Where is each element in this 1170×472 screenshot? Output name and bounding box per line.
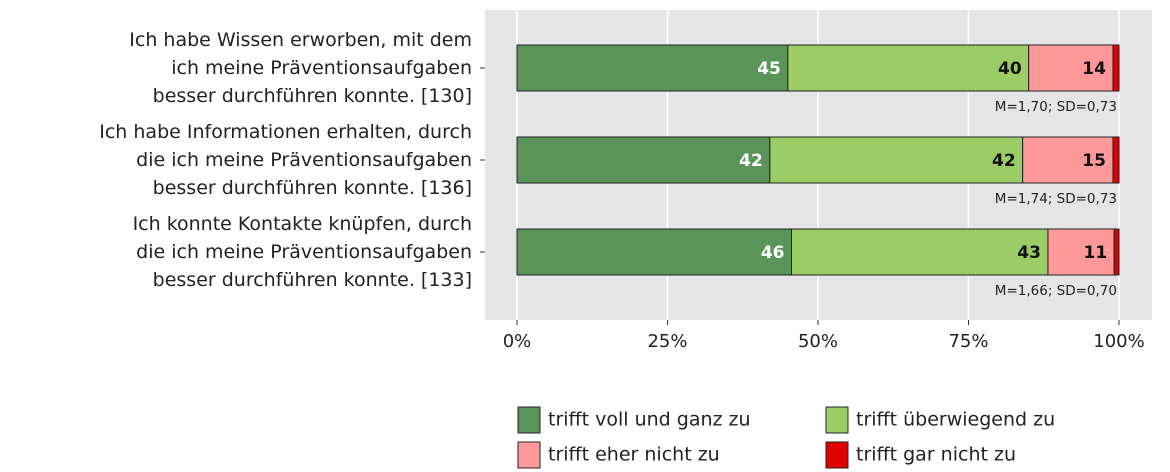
bar-segment — [791, 228, 1049, 276]
y-tick-label: Ich habe Informationen erhalten, durch di… — [99, 121, 472, 199]
legend-swatch — [517, 441, 541, 469]
y-tick-label-line: ich meine Präventionsaufgaben — [171, 57, 472, 79]
data-label: 40 — [998, 59, 1022, 79]
bar-segment — [1047, 228, 1115, 276]
legend-label: trifft überwiegend zu — [856, 409, 1055, 431]
data-label: 14 — [1082, 59, 1106, 79]
y-tick-label-line: Ich konnte Kontakte knüpfen, durch — [133, 213, 472, 235]
legend-label: trifft voll und ganz zu — [548, 409, 751, 431]
annotation: M=1,66; SD=0,70 — [995, 283, 1117, 299]
bar-segment — [516, 136, 771, 184]
bar-segment — [1112, 136, 1120, 184]
bar-segment — [769, 136, 1024, 184]
bar-segment — [1112, 44, 1120, 92]
x-tick-label: 50% — [798, 331, 838, 352]
data-label: 15 — [1082, 151, 1106, 171]
bar-segment — [516, 44, 789, 92]
data-label: 11 — [1084, 243, 1108, 263]
data-label: 43 — [1017, 243, 1041, 263]
y-tick-label: Ich konnte Kontakte knüpfen, durch die ic… — [133, 213, 472, 291]
y-tick-label-line: besser durchführen konnte. [133] — [153, 269, 472, 291]
legend-swatch — [825, 441, 849, 469]
annotation: M=1,70; SD=0,73 — [995, 99, 1117, 115]
data-label: 42 — [992, 151, 1016, 171]
legend-swatch — [825, 406, 849, 434]
bar-segment — [787, 44, 1030, 92]
y-tick-label-line: Ich habe Wissen erworben, mit dem — [129, 29, 472, 51]
y-tick-label-line: besser durchführen konnte. [136] — [153, 177, 472, 199]
bar-segment — [1113, 228, 1120, 276]
x-tick-label: 100% — [1093, 331, 1144, 352]
x-tick-label: 25% — [647, 331, 687, 352]
data-label: 42 — [739, 151, 763, 171]
legend-label: trifft gar nicht zu — [856, 444, 1016, 466]
y-tick-label-line: die ich meine Präventionsaufgaben — [136, 149, 472, 171]
legend-swatch — [517, 406, 541, 434]
y-tick-label-line: besser durchführen konnte. [130] — [153, 85, 472, 107]
annotation: M=1,74; SD=0,73 — [995, 191, 1117, 207]
bar-segment — [516, 228, 793, 276]
y-tick-label-line: Ich habe Informationen erhalten, durch — [99, 121, 472, 143]
y-tick-label-line: die ich meine Präventionsaufgaben — [136, 241, 472, 263]
y-tick-label: Ich habe Wissen erworben, mit dem ich mei… — [129, 29, 472, 107]
data-label: 45 — [757, 59, 781, 79]
x-tick-label: 0% — [503, 331, 532, 352]
legend-label: trifft eher nicht zu — [548, 444, 720, 466]
data-label: 46 — [761, 243, 785, 263]
x-tick-label: 75% — [948, 331, 988, 352]
